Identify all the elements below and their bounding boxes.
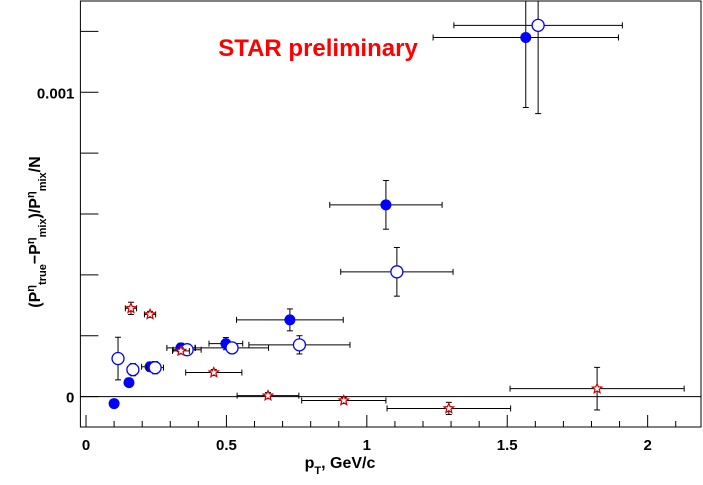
y-tick-label: 0: [66, 390, 74, 407]
point: [284, 314, 296, 326]
plot-area: [108, 1, 685, 416]
y-tick-label: 0.001: [37, 85, 75, 102]
y-axis-label-part: (P: [27, 291, 44, 307]
x-axis-label-part: T: [314, 465, 321, 477]
point: [124, 301, 138, 314]
x-tick-label: 1.5: [497, 437, 518, 454]
x-axis-label: pT, GeV/c: [305, 455, 376, 477]
point: [520, 32, 532, 44]
point: [148, 361, 162, 375]
x-tick-label: 0.5: [216, 437, 237, 454]
annotation: STAR preliminary: [218, 35, 418, 62]
x-tick-label: 0: [82, 437, 90, 454]
x-tick-label: 1: [363, 437, 371, 454]
point: [390, 265, 404, 279]
y-axis-label: (Pηtrue−Pηmix)/Pηmix/N: [25, 156, 49, 307]
point: [174, 344, 188, 357]
point: [380, 199, 392, 211]
point: [108, 398, 120, 410]
point: [261, 389, 275, 401]
point: [143, 307, 157, 320]
x-tick-label: 2: [643, 437, 651, 454]
point: [442, 401, 456, 414]
point: [126, 362, 140, 377]
point: [337, 393, 351, 406]
point: [123, 377, 135, 389]
x-axis-label-part: p: [305, 455, 315, 472]
y-axis-label-part: −P: [27, 244, 44, 264]
y-axis-label-part: /N: [27, 156, 44, 172]
point: [531, 18, 545, 32]
y-axis-label-part: η: [25, 191, 37, 198]
y-axis-label-part: mix: [37, 218, 49, 238]
point: [207, 365, 221, 378]
y-axis-label-part: η: [25, 237, 37, 244]
point: [292, 338, 307, 352]
point: [225, 341, 239, 355]
point: [111, 351, 125, 366]
y-axis-label-part: true: [37, 264, 49, 285]
y-axis-label-part: mix: [37, 171, 49, 191]
frame: [79, 0, 702, 428]
y-axis-label-part: η: [25, 285, 37, 292]
point: [590, 382, 604, 394]
x-axis-label-part: , GeV/c: [321, 455, 375, 472]
y-axis-label-part: )/P: [27, 198, 44, 219]
